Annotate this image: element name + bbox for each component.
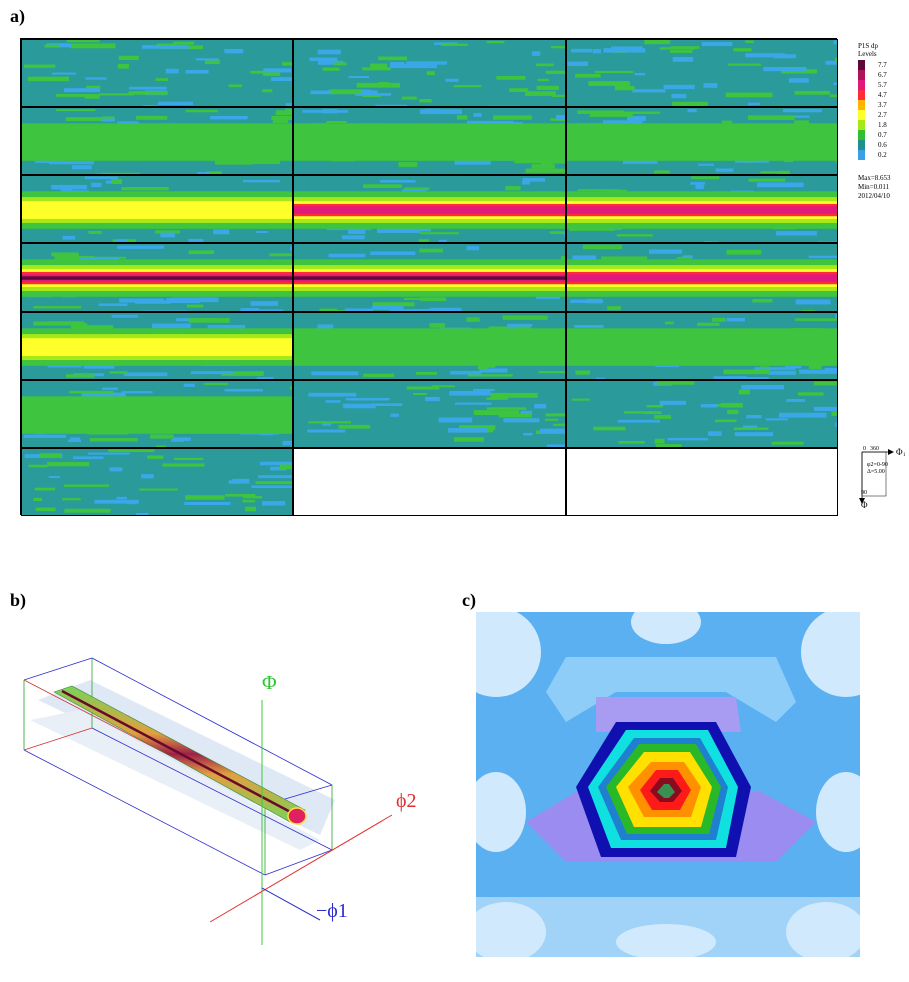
- legend-subtitle: Levels: [858, 50, 877, 58]
- odf-section: [565, 311, 838, 380]
- odf-section: [21, 379, 294, 448]
- legend-value: 0.2: [878, 151, 887, 159]
- legend-level: 4.7: [858, 90, 908, 100]
- fiber-tube: [53, 685, 307, 825]
- legend-max: Max=8.653: [858, 174, 891, 182]
- odf-section: [565, 379, 838, 448]
- axis-label-Phi: Φ: [262, 672, 277, 694]
- panel-label-c: c): [462, 590, 476, 610]
- legend-level: 0.7: [858, 130, 908, 140]
- legend-value: 3.7: [878, 101, 887, 109]
- legend-swatch: [858, 150, 865, 160]
- axis-key-diagram: [859, 449, 894, 504]
- legend-swatch: [858, 120, 865, 130]
- legend-value: 5.7: [878, 81, 887, 89]
- legend-value: 2.7: [878, 111, 887, 119]
- odf-section: [293, 379, 566, 448]
- axis-key-note1: φ2=0-90: [867, 462, 888, 468]
- panel-label-a: a): [10, 6, 25, 26]
- axis-key-top-left: 0: [863, 446, 866, 452]
- odf-section: [293, 107, 566, 176]
- legend-swatch: [858, 130, 865, 140]
- legend-levels: 7.7 6.7 5.7 4.7 3.7 2.7 1.8 0.7 0.6 0.2: [858, 60, 908, 170]
- legend-swatch: [858, 110, 865, 120]
- legend-value: 6.7: [878, 71, 887, 79]
- odf-section-grid: [20, 38, 838, 516]
- legend-level: 2.7: [858, 110, 908, 120]
- odf-section: [21, 107, 294, 176]
- axis-key-note2: Δ=5.00: [867, 469, 885, 475]
- odf-section: [565, 243, 838, 312]
- legend-value: 0.7: [878, 131, 887, 139]
- contour-map: [476, 612, 860, 957]
- legend-stats: Max=8.653 Min=0.011 2012/04/10: [858, 174, 891, 201]
- odf-section: [293, 243, 566, 312]
- odf-section: [293, 175, 566, 244]
- axis-key-top-mid: 360: [870, 446, 879, 452]
- odf-section: [21, 311, 294, 380]
- odf-section: [21, 447, 294, 516]
- axes: [209, 700, 393, 945]
- odf-section: [293, 39, 566, 108]
- legend-swatch: [858, 100, 865, 110]
- legend-level: 6.7: [858, 70, 908, 80]
- odf-3d-diagram: [23, 657, 393, 945]
- legend-value: 1.8: [878, 121, 887, 129]
- odf-section: [21, 243, 294, 312]
- legend-swatch: [858, 140, 865, 150]
- odf-section: [21, 39, 294, 108]
- axis-key-bottom: 90: [861, 490, 867, 496]
- odf-section: [293, 311, 566, 380]
- contour-map-diagram: [476, 612, 860, 957]
- legend-swatch: [858, 80, 865, 90]
- axis-key-phi: Φ: [861, 500, 868, 510]
- axis-key-phi1: Φ: [896, 447, 903, 457]
- legend-level: 3.7: [858, 100, 908, 110]
- legend-swatch: [858, 60, 865, 70]
- legend-value: 7.7: [878, 61, 887, 69]
- legend-title: P1S dp: [858, 42, 879, 50]
- odf-section: [565, 175, 838, 244]
- legend-level: 7.7: [858, 60, 908, 70]
- bounding-box: [23, 657, 333, 876]
- legend-level: 1.8: [858, 120, 908, 130]
- axis-label-phi2: ϕ2: [396, 790, 417, 812]
- axis-key: 0 360 Φ 1 φ2=0-90 Δ=5.00 90 Φ: [858, 444, 908, 510]
- odf-section: [293, 447, 566, 516]
- panel-label-b: b): [10, 590, 27, 610]
- legend-level: 0.6: [858, 140, 908, 150]
- legend-value: 4.7: [878, 91, 887, 99]
- intensity-legend: P1S dp Levels 7.7 6.7 5.7 4.7 3.7 2.7 1.8 0.7 0.…: [858, 42, 908, 160]
- legend-level: 0.2: [858, 150, 908, 160]
- odf-3d-view: Φ ϕ2 −ϕ1: [20, 640, 440, 950]
- axis-label-neg-phi1: −ϕ1: [316, 900, 348, 922]
- legend-level: 5.7: [858, 80, 908, 90]
- axis-key-phi1-sub: 1: [903, 453, 906, 458]
- odf-section: [21, 175, 294, 244]
- odf-section: [565, 107, 838, 176]
- legend-swatch: [858, 90, 865, 100]
- legend-min: Min=0.011: [858, 183, 890, 191]
- legend-swatch: [858, 70, 865, 80]
- legend-value: 0.6: [878, 141, 887, 149]
- odf-section: [565, 447, 838, 516]
- odf-section: [565, 39, 838, 108]
- legend-date: 2012/04/10: [858, 192, 890, 200]
